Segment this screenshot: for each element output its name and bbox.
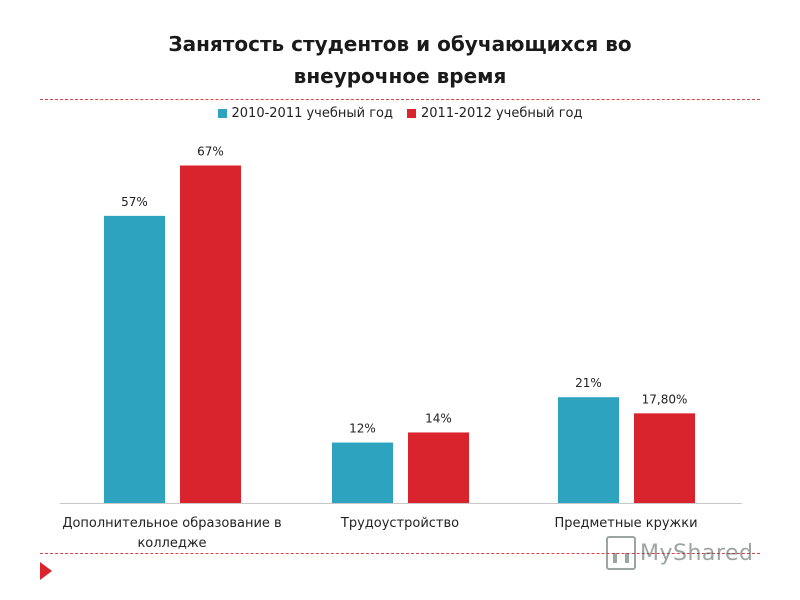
data-label-series-2-category-3: 17,80% — [642, 392, 688, 406]
category-label-subject-clubs: Предметные кружки — [506, 514, 746, 534]
legend-swatch — [217, 109, 227, 118]
presentation-board-icon — [606, 536, 636, 570]
category-label-line: Трудоустройство — [340, 516, 460, 531]
bar-series-2-category-3 — [634, 413, 695, 503]
legend: 2010-2011 учебный год 2011-2012 учебный … — [0, 106, 800, 121]
legend-label: 2010-2011 учебный год — [231, 106, 394, 121]
legend-swatch — [407, 109, 416, 118]
top-divider — [40, 99, 760, 100]
data-label-series-1-category-1: 57% — [121, 195, 148, 209]
category-label-line: Предметные кружки — [554, 516, 698, 531]
chart-title-line-2: внеурочное время — [293, 64, 507, 88]
category-label-additional-education: Дополнительное образование в колледже — [52, 514, 292, 554]
bar-series-2-category-1 — [180, 165, 241, 504]
watermark-text: MyShared — [640, 540, 754, 566]
data-label-series-2-category-2: 14% — [425, 411, 452, 425]
data-label-series-1-category-3: 21% — [575, 376, 602, 390]
legend-item-2011-2012: 2011-2012 учебный год — [407, 106, 583, 121]
chart-title-line-1: Занятость студентов и обучающихся во — [168, 32, 632, 56]
chart-title: Занятость студентов и обучающихся во вне… — [100, 28, 700, 92]
legend-item-2010-2011: 2010-2011 учебный год — [217, 106, 394, 121]
bottom-divider — [40, 553, 760, 554]
legend-label: 2011-2012 учебный год — [421, 106, 583, 121]
bar-series-1-category-3 — [558, 397, 619, 503]
category-label-line: колледже — [137, 536, 207, 551]
watermark: MyShared — [606, 536, 753, 570]
data-label-series-1-category-2: 12% — [349, 422, 376, 436]
bar-series-1-category-2 — [332, 442, 393, 503]
category-label-employment: Трудоустройство — [280, 514, 520, 534]
bar-series-1-category-1 — [104, 215, 165, 504]
data-label-series-2-category-1: 67% — [197, 144, 224, 158]
bar-series-2-category-2 — [408, 432, 469, 503]
category-label-line: Дополнительное образование в — [62, 516, 282, 531]
slide-arrow-icon — [40, 562, 52, 580]
